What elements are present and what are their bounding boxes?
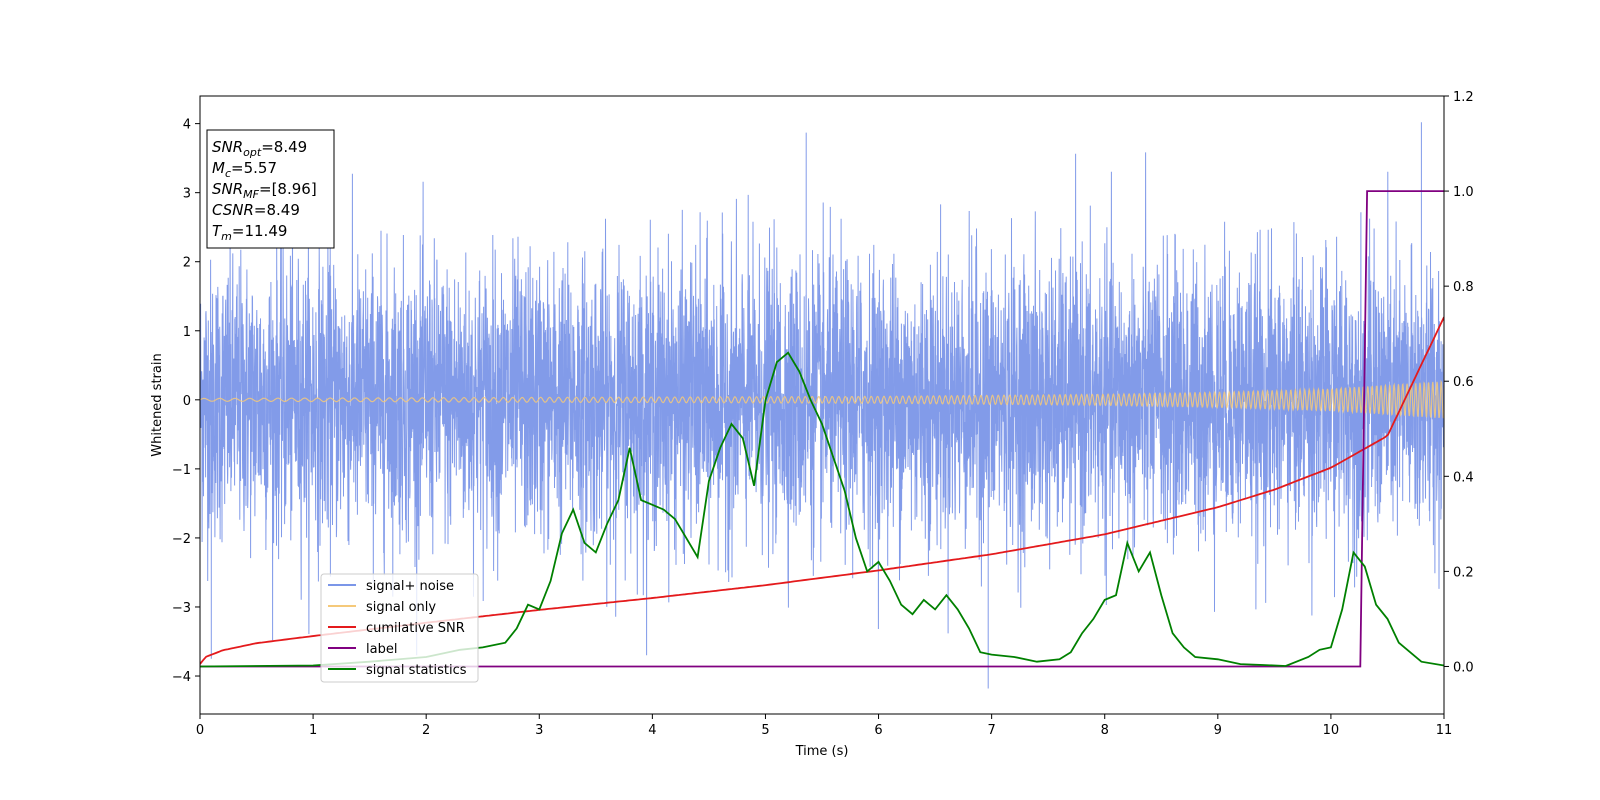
- x-tick-label: 4: [648, 723, 656, 738]
- x-tick-label: 8: [1101, 723, 1109, 738]
- y-tick-label: −3: [172, 601, 191, 616]
- annotation-line: SNRopt=8.49: [212, 138, 307, 159]
- annotation-line: CSNR=8.49: [212, 201, 300, 219]
- legend-label: cumilative SNR: [366, 621, 465, 636]
- x-tick-label: 6: [874, 723, 882, 738]
- y-right-tick-label: 0.0: [1453, 660, 1474, 675]
- y-tick-label: 2: [183, 256, 191, 271]
- y-tick-label: 4: [183, 118, 191, 133]
- x-tick-label: 5: [761, 723, 769, 738]
- legend-label: signal+ noise: [366, 579, 454, 594]
- x-tick-label: 10: [1323, 723, 1340, 738]
- annotation-frame: [206, 129, 335, 249]
- y-right-tick-label: 1.2: [1453, 90, 1474, 105]
- legend-label: label: [366, 642, 397, 657]
- axes: 0 1 2 3 4 5 6 7 8 9 10 11 −4 −3 −2 −1 0 1 2 3 4 0.0 0.2 0.4 0.6 0…: [172, 90, 1474, 738]
- y-tick-label: 0: [183, 394, 191, 409]
- series-signal-only-line: [200, 379, 1444, 419]
- y-tick-label: −2: [172, 532, 191, 547]
- x-tick-label: 7: [987, 723, 995, 738]
- x-tick-label: 1: [309, 723, 317, 738]
- legend-frame: [320, 573, 479, 683]
- x-axis-label: Time (s): [795, 744, 849, 759]
- y-axis-label: Whitened strain: [150, 353, 165, 456]
- y-tick-label: −4: [172, 670, 191, 685]
- series-label-line: [200, 190, 1444, 668]
- legend-label: signal statistics: [366, 663, 467, 678]
- annotation-line: Mc=5.57: [212, 159, 277, 180]
- x-tick-label: 9: [1214, 723, 1222, 738]
- y-right-tick-label: 0.8: [1453, 280, 1474, 295]
- y-tick-label: 3: [183, 187, 191, 202]
- x-tick-label: 0: [196, 723, 204, 738]
- y-tick-label: 1: [183, 325, 191, 340]
- y-right-tick-label: 0.2: [1453, 565, 1474, 580]
- series-signal-statistics-line: [200, 351, 1444, 668]
- axes-frame: [199, 95, 1445, 715]
- y-right-tick-label: 1.0: [1453, 185, 1474, 200]
- x-tick-label: 11: [1436, 723, 1453, 738]
- y-right-tick-label: 0.4: [1453, 470, 1474, 485]
- annotation-line: Tm=11.49: [212, 222, 287, 243]
- y-right-tick-label: 0.6: [1453, 375, 1474, 390]
- x-tick-label: 2: [422, 723, 430, 738]
- annotation-line: SNRMF=[8.96]: [212, 180, 317, 201]
- legend[interactable]: signal+ noise signal only cumilative SNR la…: [320, 573, 479, 683]
- y-tick-label: −1: [172, 463, 191, 478]
- legend-label: signal only: [366, 600, 436, 615]
- x-tick-label: 3: [535, 723, 543, 738]
- series-signal-noise-line: [200, 122, 1444, 689]
